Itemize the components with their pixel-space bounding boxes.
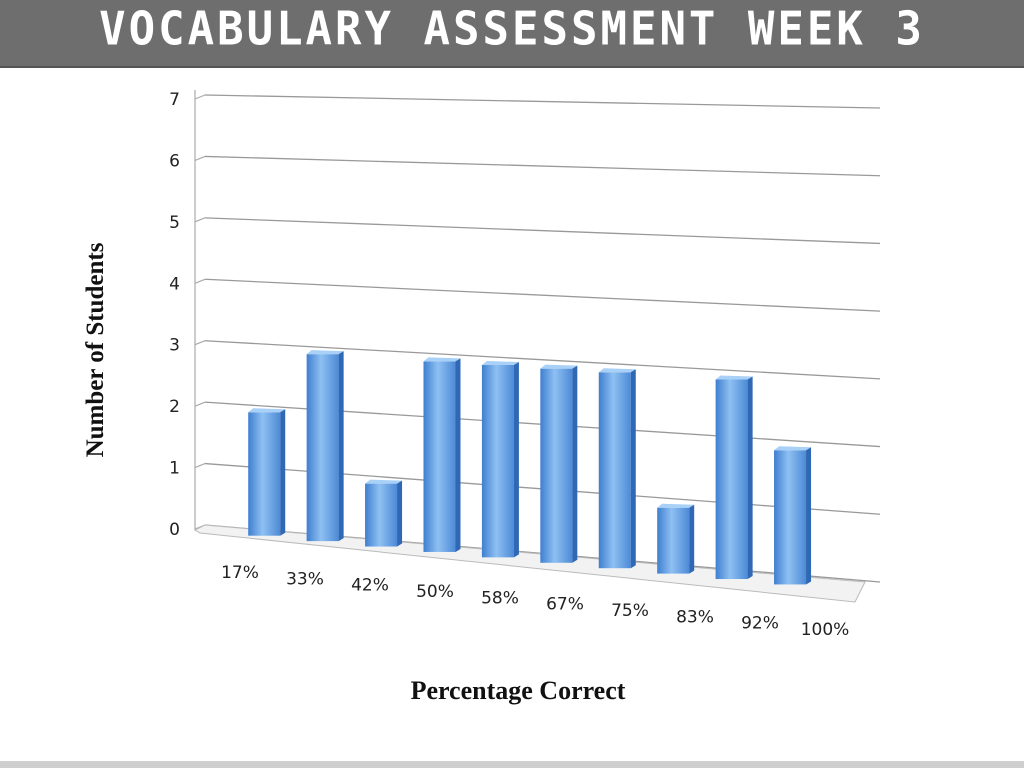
y-tick-label: 4 <box>169 274 180 294</box>
gridline <box>204 278 881 312</box>
x-tick-label: 17% <box>221 563 259 583</box>
bar <box>715 375 753 580</box>
x-tick-label: 83% <box>676 607 714 627</box>
bar-side <box>338 351 344 542</box>
bar-top <box>306 350 344 355</box>
bar-side <box>397 480 403 547</box>
bar-top <box>481 361 519 366</box>
bar-side <box>572 365 578 563</box>
bar-top <box>657 503 695 508</box>
gridline-side <box>194 155 206 161</box>
bar-top <box>715 375 753 380</box>
bar-front <box>540 368 573 563</box>
y-tick-label: 6 <box>169 151 180 171</box>
y-tick-label: 2 <box>169 397 180 417</box>
bar-side <box>280 409 286 536</box>
x-tick-label: 75% <box>611 601 649 621</box>
bar-front <box>365 483 398 547</box>
gridline-side <box>194 340 206 346</box>
bar <box>598 368 636 569</box>
x-tick-label: 33% <box>286 569 324 589</box>
y-tick-label: 5 <box>169 213 180 233</box>
bar-top <box>248 408 286 413</box>
bottom-divider <box>0 761 1024 768</box>
gridline-side <box>194 217 206 223</box>
x-tick-label: 58% <box>481 588 519 608</box>
bar <box>774 446 812 585</box>
y-tick-label: 3 <box>169 336 180 356</box>
bar-front <box>598 372 631 569</box>
bar <box>423 357 461 552</box>
bar-side <box>806 447 812 585</box>
bar-side <box>689 504 695 574</box>
gridline <box>204 217 881 245</box>
gridline-side <box>194 278 206 284</box>
bar <box>306 350 344 542</box>
bar-top <box>540 364 578 369</box>
bar-front <box>715 379 748 580</box>
x-axis-label: Percentage Correct <box>411 676 626 705</box>
bar-front <box>306 354 339 542</box>
bar <box>248 408 286 536</box>
y-tick-label: 7 <box>169 90 180 110</box>
bar-top <box>598 368 636 373</box>
bar <box>365 479 403 547</box>
x-tick-label: 42% <box>351 576 389 596</box>
x-tick-label: 50% <box>416 582 454 602</box>
y-axis-label: Number of Students <box>82 242 109 457</box>
bar-front <box>657 507 690 574</box>
bar-top <box>774 446 812 451</box>
chart-floor <box>193 524 866 603</box>
bar <box>481 361 519 558</box>
bar <box>657 503 695 574</box>
bar-front <box>481 365 514 558</box>
gridline <box>204 340 881 380</box>
bar-top <box>423 357 461 362</box>
bar-side <box>513 362 519 558</box>
gridline-side <box>194 463 206 469</box>
gridline <box>204 94 881 109</box>
gridline-side <box>194 94 206 100</box>
bar-side <box>747 376 753 580</box>
bar-side <box>455 358 461 552</box>
bar-front <box>423 361 456 552</box>
bar <box>540 364 578 563</box>
bar-side <box>630 369 636 569</box>
page-title: VOCABULARY ASSESSMENT WEEK 3 <box>99 2 925 57</box>
gridline-side <box>194 401 206 407</box>
y-tick-label: 1 <box>169 459 180 479</box>
bar-front <box>248 412 281 536</box>
x-tick-label: 100% <box>801 620 850 640</box>
x-tick-label: 67% <box>546 595 584 615</box>
title-bar: VOCABULARY ASSESSMENT WEEK 3 <box>0 0 1024 68</box>
gridline <box>204 155 881 177</box>
bar-top <box>365 479 403 484</box>
y-tick-label: 0 <box>169 520 180 540</box>
x-tick-label: 92% <box>741 614 779 634</box>
bar-front <box>774 450 807 585</box>
